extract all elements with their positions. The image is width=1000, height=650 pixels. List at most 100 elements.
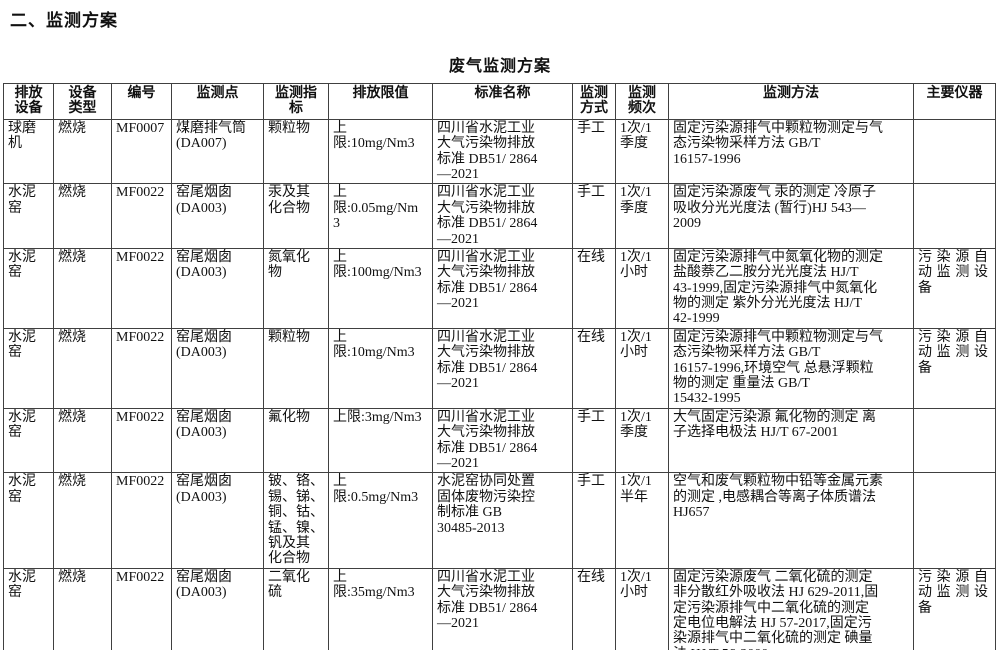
cell-instrument bbox=[913, 407, 996, 474]
cell-limit: 上 限:100mg/Nm3 bbox=[328, 247, 433, 329]
cell-code: MF0022 bbox=[111, 472, 172, 569]
table-header-row: 排放 设备 设备 类型 编号 监测点 监测指 标 排放限值 标准名称 监测 方式… bbox=[3, 83, 996, 120]
cell-point: 窑尾烟囱 (DA003) bbox=[171, 183, 264, 249]
cell-code: MF0022 bbox=[111, 327, 172, 409]
cell-instrument: 污染源自动监测设备 bbox=[913, 327, 996, 409]
cell-device: 水泥 窑 bbox=[3, 567, 54, 650]
cell-code: MF0022 bbox=[111, 183, 172, 249]
cell-indicator: 汞及其 化合物 bbox=[263, 183, 329, 249]
cell-code: MF0022 bbox=[111, 407, 172, 474]
col-header-method: 监测方法 bbox=[668, 83, 914, 120]
cell-device: 水泥 窑 bbox=[3, 407, 54, 474]
col-header-indicator: 监测指 标 bbox=[263, 83, 329, 120]
cell-type: 燃烧 bbox=[53, 183, 112, 249]
col-header-limit: 排放限值 bbox=[328, 83, 433, 120]
table-row: 水泥 窑 燃烧 MF0022 窑尾烟囱 (DA003) 汞及其 化合物 上 限:… bbox=[3, 183, 996, 249]
col-header-device: 排放 设备 bbox=[3, 83, 54, 120]
cell-device: 水泥 窑 bbox=[3, 327, 54, 409]
cell-limit: 上 限:10mg/Nm3 bbox=[328, 118, 433, 185]
cell-point: 窑尾烟囱 (DA003) bbox=[171, 407, 264, 474]
cell-standard: 四川省水泥工业 大气污染物排放 标准 DB51/ 2864 —2021 bbox=[432, 118, 573, 185]
cell-mode: 手工 bbox=[572, 118, 616, 185]
cell-point: 窑尾烟囱 (DA003) bbox=[171, 247, 264, 329]
table-row: 水泥 窑 燃烧 MF0022 窑尾烟囱 (DA003) 铍、铬、 锡、锑、 铜、… bbox=[3, 472, 996, 569]
col-header-type: 设备 类型 bbox=[53, 83, 112, 120]
cell-frequency: 1次/1 季度 bbox=[615, 118, 669, 185]
cell-device: 球磨 机 bbox=[3, 118, 54, 185]
cell-code: MF0022 bbox=[111, 247, 172, 329]
section-title: 二、监测方案 bbox=[10, 11, 118, 30]
cell-type: 燃烧 bbox=[53, 247, 112, 329]
cell-standard: 四川省水泥工业 大气污染物排放 标准 DB51/ 2864 —2021 bbox=[432, 183, 573, 249]
col-header-code: 编号 bbox=[111, 83, 172, 120]
cell-instrument bbox=[913, 472, 996, 569]
cell-indicator: 铍、铬、 锡、锑、 铜、钴、 锰、镍、 钒及其 化合物 bbox=[263, 472, 329, 569]
cell-standard: 四川省水泥工业 大气污染物排放 标准 DB51/ 2864 —2021 bbox=[432, 327, 573, 409]
cell-type: 燃烧 bbox=[53, 567, 112, 650]
cell-standard: 水泥窑协同处置 固体废物污染控 制标准 GB 30485-2013 bbox=[432, 472, 573, 569]
col-header-mode: 监测 方式 bbox=[572, 83, 616, 120]
cell-indicator: 氮氧化 物 bbox=[263, 247, 329, 329]
table-row: 水泥 窑 燃烧 MF0022 窑尾烟囱 (DA003) 二氧化 硫 上 限:35… bbox=[3, 567, 996, 650]
col-header-point: 监测点 bbox=[171, 83, 264, 120]
cell-indicator: 颗粒物 bbox=[263, 118, 329, 185]
cell-limit: 上限:3mg/Nm3 bbox=[328, 407, 433, 474]
col-header-instrument: 主要仪器 bbox=[913, 83, 996, 120]
cell-mode: 手工 bbox=[572, 407, 616, 474]
table-title: 废气监测方案 bbox=[448, 58, 551, 75]
cell-frequency: 1次/1 小时 bbox=[615, 327, 669, 409]
cell-mode: 在线 bbox=[572, 247, 616, 329]
cell-mode: 手工 bbox=[572, 183, 616, 249]
cell-standard: 四川省水泥工业 大气污染物排放 标准 DB51/ 2864 —2021 bbox=[432, 567, 573, 650]
cell-method: 大气固定污染源 氟化物的测定 离 子选择电极法 HJ/T 67-2001 bbox=[668, 407, 914, 474]
table-row: 水泥 窑 燃烧 MF0022 窑尾烟囱 (DA003) 氟化物 上限:3mg/N… bbox=[3, 407, 996, 474]
cell-frequency: 1次/1 小时 bbox=[615, 247, 669, 329]
cell-frequency: 1次/1 季度 bbox=[615, 407, 669, 474]
cell-instrument bbox=[913, 118, 996, 185]
cell-instrument bbox=[913, 183, 996, 249]
cell-type: 燃烧 bbox=[53, 407, 112, 474]
cell-method: 固定污染源废气 二氧化硫的测定 非分散红外吸收法 HJ 629-2011,固 定… bbox=[668, 567, 914, 650]
cell-instrument: 污染源自动监测设备 bbox=[913, 567, 996, 650]
cell-point: 窑尾烟囱 (DA003) bbox=[171, 327, 264, 409]
cell-instrument: 污染源自动监测设备 bbox=[913, 247, 996, 329]
cell-frequency: 1次/1 小时 bbox=[615, 567, 669, 650]
cell-point: 煤磨排气筒 (DA007) bbox=[171, 118, 264, 185]
waste-gas-monitoring-table: 排放 设备 设备 类型 编号 监测点 监测指 标 排放限值 标准名称 监测 方式… bbox=[3, 83, 996, 650]
cell-limit: 上 限:10mg/Nm3 bbox=[328, 327, 433, 409]
cell-indicator: 氟化物 bbox=[263, 407, 329, 474]
cell-device: 水泥 窑 bbox=[3, 183, 54, 249]
cell-frequency: 1次/1 半年 bbox=[615, 472, 669, 569]
cell-method: 固定污染源排气中颗粒物测定与气 态污染物采样方法 GB/T 16157-1996… bbox=[668, 327, 914, 409]
cell-code: MF0022 bbox=[111, 567, 172, 650]
cell-standard: 四川省水泥工业 大气污染物排放 标准 DB51/ 2864 —2021 bbox=[432, 247, 573, 329]
cell-method: 固定污染源排气中氮氧化物的测定 盐酸萘乙二胺分光光度法 HJ/T 43-1999… bbox=[668, 247, 914, 329]
cell-type: 燃烧 bbox=[53, 327, 112, 409]
table-row: 水泥 窑 燃烧 MF0022 窑尾烟囱 (DA003) 颗粒物 上 限:10mg… bbox=[3, 327, 996, 409]
cell-indicator: 二氧化 硫 bbox=[263, 567, 329, 650]
cell-code: MF0007 bbox=[111, 118, 172, 185]
cell-limit: 上 限:0.05mg/Nm 3 bbox=[328, 183, 433, 249]
cell-method: 固定污染源排气中颗粒物测定与气 态污染物采样方法 GB/T 16157-1996 bbox=[668, 118, 914, 185]
col-header-frequency: 监测 频次 bbox=[615, 83, 669, 120]
cell-point: 窑尾烟囱 (DA003) bbox=[171, 472, 264, 569]
table-row: 水泥 窑 燃烧 MF0022 窑尾烟囱 (DA003) 氮氧化 物 上 限:10… bbox=[3, 247, 996, 329]
cell-point: 窑尾烟囱 (DA003) bbox=[171, 567, 264, 650]
col-header-standard: 标准名称 bbox=[432, 83, 573, 120]
cell-limit: 上 限:35mg/Nm3 bbox=[328, 567, 433, 650]
cell-mode: 在线 bbox=[572, 327, 616, 409]
cell-limit: 上 限:0.5mg/Nm3 bbox=[328, 472, 433, 569]
cell-mode: 在线 bbox=[572, 567, 616, 650]
cell-method: 固定污染源废气 汞的测定 冷原子 吸收分光光度法 (暂行)HJ 543— 200… bbox=[668, 183, 914, 249]
cell-device: 水泥 窑 bbox=[3, 472, 54, 569]
cell-type: 燃烧 bbox=[53, 472, 112, 569]
cell-standard: 四川省水泥工业 大气污染物排放 标准 DB51/ 2864 —2021 bbox=[432, 407, 573, 474]
cell-mode: 手工 bbox=[572, 472, 616, 569]
cell-type: 燃烧 bbox=[53, 118, 112, 185]
cell-frequency: 1次/1 季度 bbox=[615, 183, 669, 249]
cell-device: 水泥 窑 bbox=[3, 247, 54, 329]
cell-indicator: 颗粒物 bbox=[263, 327, 329, 409]
table-row: 球磨 机 燃烧 MF0007 煤磨排气筒 (DA007) 颗粒物 上 限:10m… bbox=[3, 118, 996, 185]
cell-method: 空气和废气颗粒物中铅等金属元素 的测定 ,电感耦合等离子体质谱法 HJ657 bbox=[668, 472, 914, 569]
